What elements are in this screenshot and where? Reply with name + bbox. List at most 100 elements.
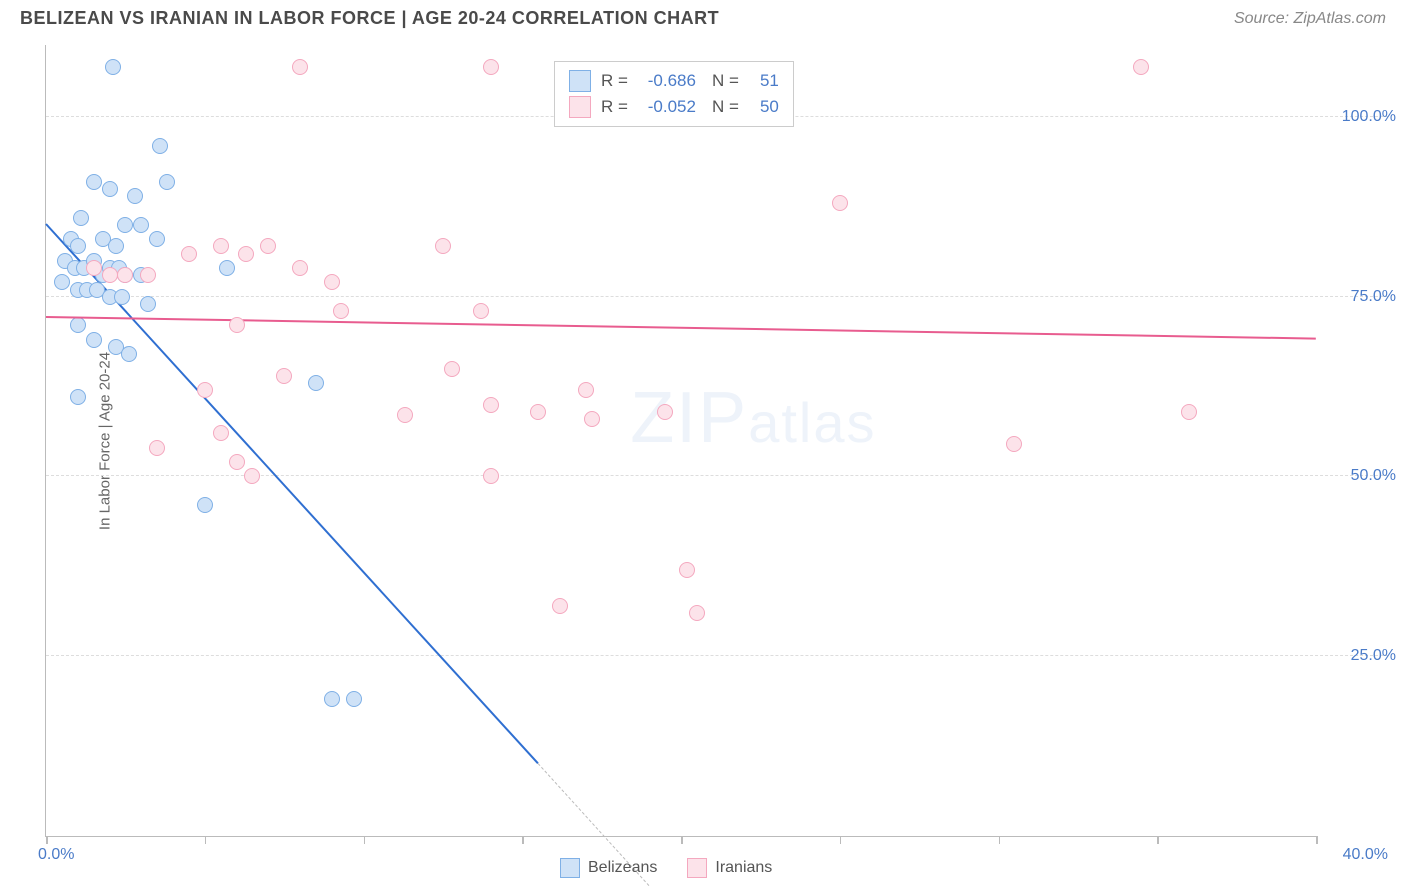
data-point (213, 238, 229, 254)
data-point (152, 138, 168, 154)
data-point (435, 238, 451, 254)
data-point (219, 260, 235, 276)
x-tick (46, 836, 48, 844)
data-point (238, 246, 254, 262)
r-value: -0.686 (638, 71, 696, 91)
data-point (324, 691, 340, 707)
y-tick-label: 75.0% (1351, 288, 1396, 306)
y-tick-label: 50.0% (1351, 467, 1396, 485)
data-point (276, 368, 292, 384)
n-value: 51 (749, 71, 779, 91)
data-point (117, 217, 133, 233)
data-point (108, 238, 124, 254)
stats-row: R = -0.052 N = 50 (569, 94, 779, 120)
data-point (333, 303, 349, 319)
series-swatch (569, 96, 591, 118)
series-swatch (569, 70, 591, 92)
data-point (197, 382, 213, 398)
data-point (181, 246, 197, 262)
legend-item: Belizeans (560, 858, 657, 878)
data-point (197, 497, 213, 513)
data-point (140, 296, 156, 312)
x-tick (205, 836, 207, 844)
data-point (229, 317, 245, 333)
data-point (117, 267, 133, 283)
data-point (121, 346, 137, 362)
data-point (105, 59, 121, 75)
data-point (346, 691, 362, 707)
data-point (149, 440, 165, 456)
data-point (832, 195, 848, 211)
n-value: 50 (749, 97, 779, 117)
data-point (260, 238, 276, 254)
x-tick (999, 836, 1001, 844)
data-point (1006, 436, 1022, 452)
data-point (1133, 59, 1149, 75)
data-point (244, 468, 260, 484)
chart-plot-area: ZIPatlas In Labor Force | Age 20-24 25.0… (45, 45, 1316, 837)
data-point (473, 303, 489, 319)
n-label: N = (712, 71, 739, 91)
data-point (86, 332, 102, 348)
legend-item: Iranians (687, 858, 772, 878)
data-point (54, 274, 70, 290)
gridline (46, 296, 1388, 297)
y-tick-label: 25.0% (1351, 647, 1396, 665)
data-point (102, 267, 118, 283)
data-point (292, 260, 308, 276)
legend-swatch (687, 858, 707, 878)
legend-swatch (560, 858, 580, 878)
y-tick-label: 100.0% (1342, 108, 1396, 126)
data-point (584, 411, 600, 427)
x-axis-min-label: 0.0% (38, 846, 74, 864)
data-point (159, 174, 175, 190)
data-point (689, 605, 705, 621)
data-point (70, 389, 86, 405)
data-point (578, 382, 594, 398)
chart-title: BELIZEAN VS IRANIAN IN LABOR FORCE | AGE… (20, 8, 719, 29)
data-point (70, 238, 86, 254)
data-point (483, 397, 499, 413)
gridline (46, 655, 1388, 656)
x-tick (1157, 836, 1159, 844)
data-point (102, 181, 118, 197)
x-tick (681, 836, 683, 844)
data-point (483, 59, 499, 75)
x-axis-max-label: 40.0% (1343, 846, 1388, 864)
r-label: R = (601, 71, 628, 91)
legend-label: Belizeans (588, 859, 657, 877)
r-label: R = (601, 97, 628, 117)
x-tick (840, 836, 842, 844)
data-point (149, 231, 165, 247)
source-label: Source: ZipAtlas.com (1234, 10, 1386, 28)
data-point (70, 317, 86, 333)
x-tick (522, 836, 524, 844)
data-point (73, 210, 89, 226)
r-value: -0.052 (638, 97, 696, 117)
data-point (308, 375, 324, 391)
data-point (397, 407, 413, 423)
data-point (133, 217, 149, 233)
stats-row: R = -0.686 N = 51 (569, 68, 779, 94)
legend-label: Iranians (715, 859, 772, 877)
legend: Belizeans Iranians (560, 858, 772, 878)
x-tick (364, 836, 366, 844)
data-point (1181, 404, 1197, 420)
data-point (229, 454, 245, 470)
n-label: N = (712, 97, 739, 117)
data-point (127, 188, 143, 204)
data-point (679, 562, 695, 578)
data-point (552, 598, 568, 614)
data-point (444, 361, 460, 377)
data-point (292, 59, 308, 75)
data-point (114, 289, 130, 305)
data-point (86, 260, 102, 276)
data-point (86, 174, 102, 190)
data-point (657, 404, 673, 420)
correlation-stats-box: R = -0.686 N = 51 R = -0.052 N = 50 (554, 61, 794, 127)
data-point (213, 425, 229, 441)
data-point (483, 468, 499, 484)
data-point (324, 274, 340, 290)
data-point (140, 267, 156, 283)
x-tick (1316, 836, 1318, 844)
